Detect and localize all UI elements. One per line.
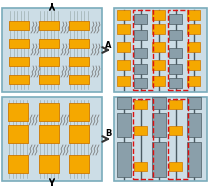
Bar: [39, 57, 59, 66]
Bar: [117, 97, 131, 109]
Bar: [169, 64, 182, 74]
Bar: [133, 10, 153, 90]
Bar: [69, 57, 89, 66]
Bar: [39, 103, 59, 121]
Bar: [117, 24, 130, 34]
Bar: [187, 142, 201, 177]
Bar: [2, 8, 102, 92]
Text: A: A: [105, 40, 111, 50]
Bar: [152, 24, 165, 34]
Bar: [187, 42, 200, 52]
Bar: [117, 10, 130, 20]
Bar: [134, 162, 148, 171]
Text: B: B: [105, 129, 111, 139]
Bar: [152, 60, 165, 70]
Bar: [152, 42, 165, 52]
Bar: [187, 76, 200, 86]
Bar: [114, 8, 207, 92]
Bar: [187, 24, 200, 34]
Bar: [69, 39, 89, 48]
Bar: [2, 97, 102, 181]
Bar: [39, 21, 59, 30]
Bar: [169, 14, 182, 24]
Bar: [117, 76, 130, 86]
Bar: [169, 30, 182, 40]
Bar: [69, 21, 89, 30]
Bar: [168, 10, 188, 90]
Bar: [117, 60, 130, 70]
Bar: [69, 75, 89, 84]
Bar: [39, 39, 59, 48]
Bar: [117, 113, 131, 137]
Bar: [8, 125, 28, 143]
Bar: [152, 142, 166, 177]
Bar: [169, 48, 182, 58]
Bar: [117, 42, 130, 52]
Bar: [152, 113, 166, 137]
Bar: [169, 126, 182, 135]
Bar: [187, 97, 201, 109]
Bar: [9, 21, 29, 30]
Bar: [187, 60, 200, 70]
Bar: [152, 76, 165, 86]
Bar: [134, 30, 148, 40]
Bar: [39, 125, 59, 143]
Bar: [152, 10, 165, 20]
Bar: [69, 103, 89, 121]
Bar: [134, 14, 148, 24]
Bar: [169, 100, 182, 109]
Bar: [187, 10, 200, 20]
Bar: [134, 100, 148, 109]
Bar: [8, 103, 28, 121]
Bar: [169, 78, 182, 88]
Bar: [134, 126, 148, 135]
Bar: [8, 155, 28, 173]
Bar: [9, 39, 29, 48]
Bar: [134, 78, 148, 88]
Bar: [69, 125, 89, 143]
Bar: [114, 97, 207, 181]
Bar: [9, 57, 29, 66]
Bar: [39, 155, 59, 173]
Bar: [152, 97, 166, 109]
Bar: [169, 162, 182, 171]
Bar: [39, 75, 59, 84]
Bar: [69, 155, 89, 173]
Bar: [9, 75, 29, 84]
Bar: [187, 113, 201, 137]
Bar: [168, 99, 188, 179]
Bar: [133, 99, 153, 179]
Bar: [117, 142, 131, 177]
Bar: [134, 64, 148, 74]
Bar: [134, 48, 148, 58]
